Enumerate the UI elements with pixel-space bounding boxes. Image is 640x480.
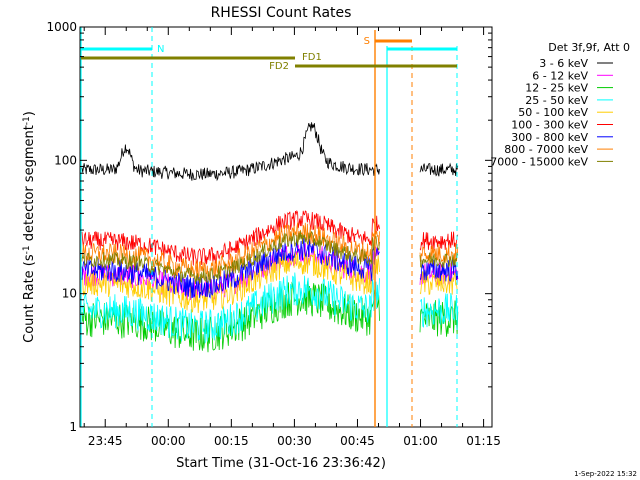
x-tick-label: 00:45 <box>340 434 375 448</box>
x-tick-label: 23:45 <box>88 434 123 448</box>
legend-header: Det 3f,9f, Att 0 <box>548 41 630 54</box>
series-line-1 <box>81 122 459 182</box>
axis-layer: 1 10 100 1000 23:45 00:00 00:15 00:30 00:45 01:00… <box>46 20 500 448</box>
y-label-exp-2: -1 <box>22 116 32 125</box>
x-tick-label: 00:15 <box>214 434 249 448</box>
legend-label-5: 50 - 100 keV <box>518 106 588 119</box>
flag-label-fd1: FD1 <box>302 52 322 63</box>
series-line-6 <box>81 209 459 266</box>
y-axis-label: Count Rate (s-1 detector segment-1) <box>22 111 37 343</box>
overlay-layer: N S FD1 FD2 <box>80 27 458 427</box>
legend-label-8: 800 - 7000 keV <box>504 143 588 156</box>
y-tick-label: 100 <box>54 153 77 167</box>
series-line-4 <box>81 272 459 344</box>
series-line-7 <box>81 237 459 299</box>
legend-label-4: 25 - 50 keV <box>525 94 588 107</box>
chart-title: RHESSI Count Rates <box>211 5 352 21</box>
footer-date: 1-Sep-2022 15:32 <box>574 470 637 478</box>
y-label-exp-1: -1 <box>22 245 32 254</box>
series-line-9 <box>81 230 459 285</box>
data-layer <box>81 122 459 353</box>
x-tick-label: 01:00 <box>403 434 438 448</box>
y-label-end: ) <box>22 111 37 116</box>
legend-label-2: 6 - 12 keV <box>532 69 588 82</box>
legend-label-1: 3 - 6 keV <box>539 57 588 70</box>
flag-label-s: S <box>364 36 370 47</box>
plot-frame <box>79 26 493 428</box>
y-tick-label: 1 <box>69 420 77 434</box>
flag-label-fd2: FD2 <box>269 61 289 72</box>
x-tick-label: 01:15 <box>466 434 501 448</box>
flag-label-n: N <box>157 44 164 55</box>
x-tick-label: 00:00 <box>151 434 186 448</box>
y-tick-label: 1000 <box>46 20 77 34</box>
x-tick-label: 00:30 <box>277 434 312 448</box>
legend-label-7: 300 - 800 keV <box>511 131 588 144</box>
y-label-main: Count Rate (s <box>22 254 37 343</box>
y-tick-label: 10 <box>62 287 77 301</box>
legend-label-3: 12 - 25 keV <box>525 82 588 95</box>
legend-label-6: 100 - 300 keV <box>511 119 588 132</box>
x-axis-label: Start Time (31-Oct-16 23:36:42) <box>176 456 386 471</box>
y-label-mid: detector segment <box>22 125 37 245</box>
legend-label-9: 7000 - 15000 keV <box>490 155 588 168</box>
